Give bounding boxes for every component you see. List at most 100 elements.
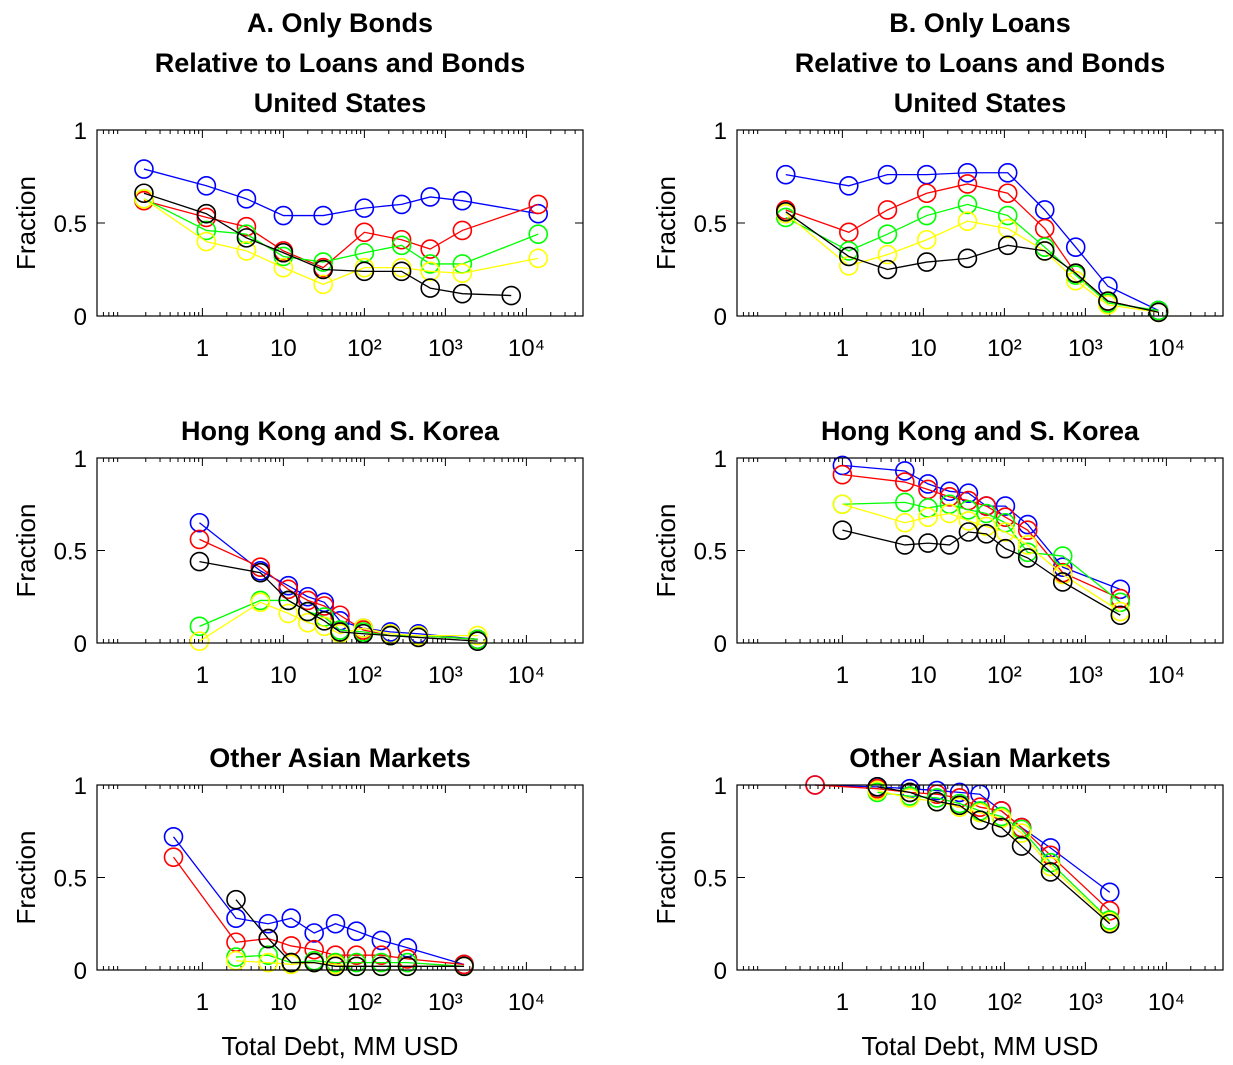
marker xyxy=(313,252,333,272)
axes-box xyxy=(736,457,1224,644)
marker xyxy=(236,241,257,261)
marker xyxy=(528,194,549,215)
x-tick-label: 10 xyxy=(910,662,937,689)
marker xyxy=(1017,520,1038,540)
marker xyxy=(467,631,488,651)
marker xyxy=(976,503,997,524)
y-tick-label: 0.5 xyxy=(54,539,87,566)
marker xyxy=(775,164,796,185)
marker xyxy=(501,285,522,306)
marker xyxy=(838,246,859,267)
x-tick-label: 10³ xyxy=(1068,989,1103,1016)
axes-box xyxy=(96,129,584,317)
marker xyxy=(895,512,915,533)
y-axis-label: Fraction xyxy=(11,504,41,598)
panel-title: Relative to Loans and Bonds xyxy=(795,48,1166,78)
marker xyxy=(900,788,920,808)
marker xyxy=(297,601,318,622)
x-tick-label: 10² xyxy=(987,662,1022,689)
marker xyxy=(371,945,392,966)
axes-box xyxy=(96,457,584,644)
x-tick-label: 1 xyxy=(836,335,849,362)
marker xyxy=(939,487,960,507)
marker xyxy=(895,535,915,555)
marker xyxy=(454,956,474,977)
marker xyxy=(452,220,473,241)
x-tick-label: 1 xyxy=(196,989,209,1016)
y-tick-label: 0 xyxy=(74,631,87,658)
y-tick-label: 0 xyxy=(714,304,727,331)
marker xyxy=(313,274,333,295)
x-axis-label: Total Debt, MM USD xyxy=(222,1031,459,1061)
marker xyxy=(916,229,937,250)
marker xyxy=(467,625,488,646)
series-line xyxy=(143,200,539,269)
series-line xyxy=(785,203,1159,312)
panel-title: Hong Kong and S. Korea xyxy=(821,416,1140,446)
marker xyxy=(997,218,1018,239)
series xyxy=(134,159,549,226)
marker xyxy=(325,956,346,977)
panel-title: Relative to Loans and Bonds xyxy=(155,48,526,78)
marker xyxy=(958,483,979,503)
panel-title: A. Only Bonds xyxy=(247,8,433,38)
marker xyxy=(1099,913,1120,934)
marker xyxy=(995,538,1016,559)
marker xyxy=(1011,823,1032,843)
x-tick-label: 10³ xyxy=(1068,335,1103,362)
x-tick-label: 10⁴ xyxy=(1148,335,1185,362)
x-tick-label: 10² xyxy=(347,662,382,689)
marker xyxy=(354,222,375,243)
marker xyxy=(877,200,898,220)
marker xyxy=(997,235,1018,256)
marker xyxy=(1017,548,1038,568)
marker xyxy=(1017,535,1038,555)
panel-title: Hong Kong and S. Korea xyxy=(181,416,500,446)
series-line xyxy=(785,211,1159,313)
marker xyxy=(189,616,210,637)
y-tick-label: 1 xyxy=(714,118,727,145)
marker xyxy=(189,512,210,533)
marker xyxy=(353,618,374,639)
series xyxy=(226,889,474,977)
marker xyxy=(273,242,294,263)
marker xyxy=(916,183,937,204)
marker xyxy=(236,228,257,248)
marker xyxy=(313,259,333,280)
marker xyxy=(1052,572,1073,592)
x-tick-label: 10 xyxy=(910,989,937,1016)
marker xyxy=(196,220,217,241)
marker xyxy=(313,205,333,226)
x-tick-label: 1 xyxy=(196,335,209,362)
marker xyxy=(832,520,853,540)
x-tick-label: 10 xyxy=(270,989,297,1016)
marker xyxy=(1065,237,1086,257)
marker xyxy=(997,205,1018,226)
axes-box xyxy=(736,129,1224,317)
x-tick-label: 10² xyxy=(987,335,1022,362)
marker xyxy=(877,259,898,280)
panel-title: B. Only Loans xyxy=(889,8,1071,38)
panel-title: United States xyxy=(254,88,427,118)
marker xyxy=(997,162,1018,183)
x-tick-label: 10⁴ xyxy=(1148,662,1185,689)
marker xyxy=(325,913,346,934)
y-tick-label: 0.5 xyxy=(694,866,727,893)
marker xyxy=(970,802,990,823)
marker xyxy=(408,627,429,648)
marker xyxy=(916,252,937,272)
marker xyxy=(236,216,257,237)
marker xyxy=(877,244,898,265)
y-axis-label: Fraction xyxy=(11,176,41,270)
marker xyxy=(250,592,271,613)
marker xyxy=(346,956,367,977)
marker xyxy=(1040,856,1061,877)
marker xyxy=(226,889,246,910)
marker xyxy=(258,952,279,973)
y-tick-label: 0 xyxy=(74,958,87,985)
x-tick-label: 10⁴ xyxy=(508,662,545,689)
marker xyxy=(528,248,549,269)
y-axis-label: Fraction xyxy=(11,831,41,925)
marker xyxy=(997,183,1018,204)
